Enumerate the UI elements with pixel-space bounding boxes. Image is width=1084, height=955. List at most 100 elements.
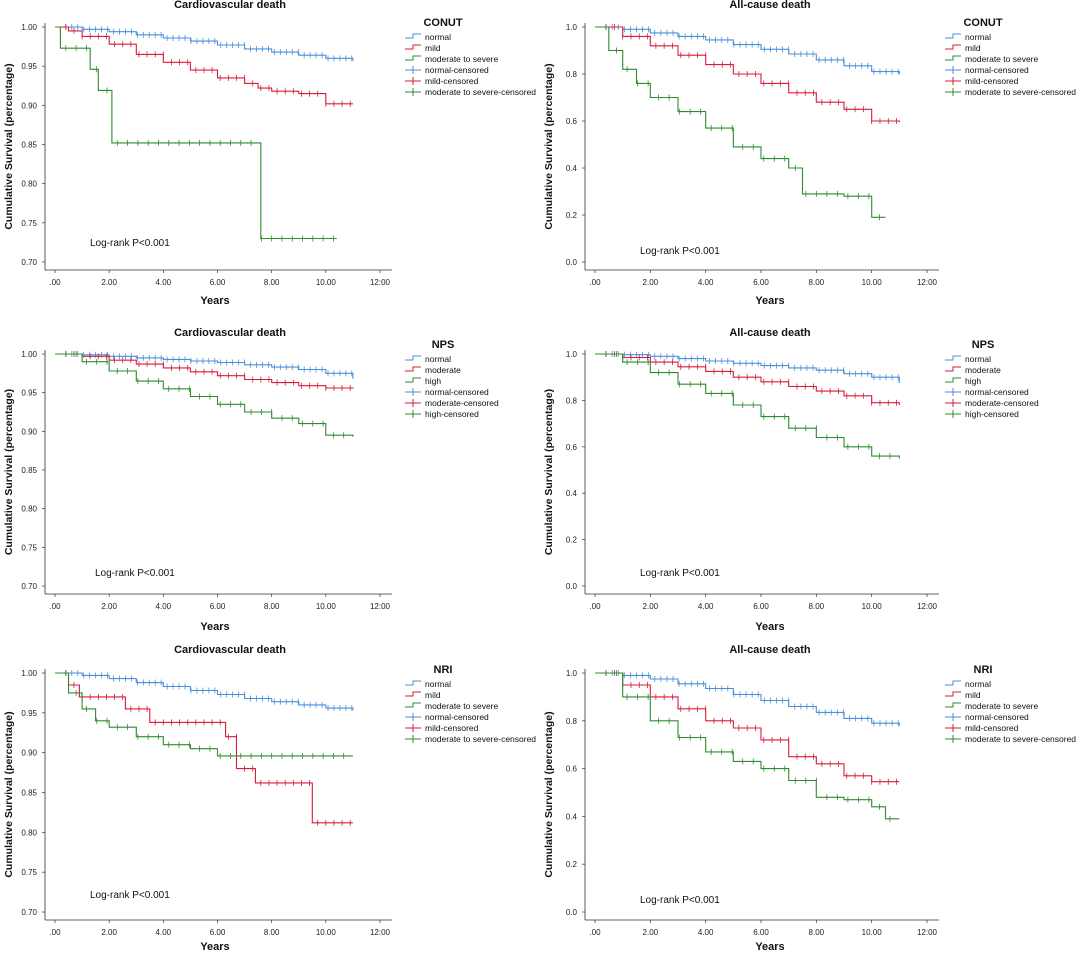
log-rank-annotation: Log-rank P<0.001 [640, 568, 720, 579]
legend-item-label: moderate-censored [965, 398, 1039, 408]
x-tick-label: 8.00 [809, 928, 825, 937]
series-moderate-to-severe-line [595, 26, 886, 218]
series-normal-censor-marks [65, 670, 353, 712]
series-high-line [55, 353, 354, 437]
legend-item-label: mild [425, 690, 441, 700]
x-tick-label: 10.00 [316, 928, 337, 937]
legend-item-label: moderate [965, 365, 1001, 375]
y-axis-label: Cumulative Survival (percentage) [543, 63, 555, 229]
x-tick-label: 6.00 [753, 928, 769, 937]
series-normal-line [55, 353, 354, 379]
legend-item-label: normal-censored [425, 387, 489, 397]
x-tick-label: 2.00 [101, 602, 117, 611]
legend-item-label: normal-censored [965, 387, 1029, 397]
y-tick-label: 0.6 [566, 117, 578, 126]
y-tick-label: 0.8 [566, 70, 578, 79]
legend-item-label: normal-censored [425, 65, 489, 75]
legend-title: NPS [432, 339, 455, 351]
x-tick-label: 4.00 [698, 928, 714, 937]
x-tick-label: 4.00 [156, 928, 172, 937]
legend-line-symbol [945, 680, 961, 686]
x-tick-label: 10.00 [862, 278, 883, 287]
y-axis-label: Cumulative Survival (percentage) [3, 711, 15, 877]
legend-item-label: moderate to severe [965, 54, 1039, 64]
chart-title: All-cause death [729, 644, 811, 656]
x-tick-label: 2.00 [101, 278, 117, 287]
series-high-censor-marks [605, 351, 891, 460]
series-mild-censor-marks [65, 24, 351, 107]
legend-item-label: moderate to severe [425, 701, 499, 711]
y-tick-label: 0.95 [21, 709, 37, 718]
series-mild-censor-marks [605, 24, 897, 124]
chart-panel-5: Cardiovascular death 0.70 0.75 0.80 0.85 0.90… [3, 644, 536, 953]
log-rank-annotation: Log-rank P<0.001 [95, 568, 175, 579]
y-tick-label: 0.2 [566, 860, 578, 869]
legend-title: NRI [434, 664, 453, 676]
series-moderate-to-severe-censor-marks [65, 45, 334, 242]
y-tick-label: 0.80 [21, 505, 37, 514]
chart-panel-2: All-cause death 0.0 0.2 0.4 0.6 0.8 1.0 .00 2.00… [543, 0, 1076, 307]
y-tick-label: 0.0 [566, 582, 578, 591]
series-moderate-to-severe-censor-marks [605, 24, 880, 221]
series-normal-censor-marks [605, 670, 899, 727]
legend-item-label: normal [425, 32, 451, 42]
legend-item-label: high-censored [425, 409, 479, 419]
series-high-censor-marks [65, 351, 345, 439]
legend-item-label: high [965, 376, 981, 386]
legend-item-label: normal [425, 679, 451, 689]
x-axis-label: Years [200, 941, 229, 953]
y-tick-label: 0.80 [21, 828, 37, 837]
y-tick-label: 0.70 [21, 908, 37, 917]
legend-item-label: normal-censored [965, 65, 1029, 75]
x-tick-label: .00 [49, 928, 61, 937]
x-tick-label: 4.00 [698, 278, 714, 287]
y-tick-label: 0.90 [21, 749, 37, 758]
chart-title: All-cause death [729, 0, 811, 11]
x-axis-label: Years [200, 295, 229, 307]
legend-item-label: mild-censored [965, 723, 1019, 733]
series-normal-line [55, 672, 354, 711]
y-axis-label: Cumulative Survival (percentage) [3, 389, 15, 555]
series-moderate-to-severe-line [55, 672, 353, 757]
legend-item-label: moderate to severe-censored [965, 734, 1076, 744]
legend-item-label: moderate to severe-censored [965, 87, 1076, 97]
log-rank-annotation: Log-rank P<0.001 [90, 238, 170, 249]
chart-title: Cardiovascular death [174, 0, 286, 11]
y-tick-label: 1.0 [566, 350, 578, 359]
y-tick-label: 0.70 [21, 582, 37, 591]
x-tick-label: 6.00 [210, 602, 226, 611]
series-mild-line [55, 672, 353, 824]
series-moderate-to-severe-line [55, 26, 337, 240]
legend-item-label: mild [425, 43, 441, 53]
y-tick-label: 1.00 [21, 350, 37, 359]
legend-line-symbol [405, 691, 421, 697]
legend-item-label: mild [965, 690, 981, 700]
x-tick-label: 10.00 [862, 928, 883, 937]
chart-title: Cardiovascular death [174, 327, 286, 339]
y-tick-label: 0.85 [21, 466, 37, 475]
chart-panel-6: All-cause death 0.0 0.2 0.4 0.6 0.8 1.0 .00 2.00… [543, 644, 1076, 953]
legend-title: CONUT [963, 17, 1002, 29]
chart-panel-4: All-cause death 0.0 0.2 0.4 0.6 0.8 1.0 .00 2.00… [543, 327, 1039, 633]
y-tick-label: 0.90 [21, 427, 37, 436]
x-tick-label: .00 [589, 278, 601, 287]
x-tick-label: 8.00 [809, 602, 825, 611]
y-tick-label: 0.4 [566, 164, 578, 173]
x-tick-label: 10.00 [316, 278, 337, 287]
y-tick-label: 0.75 [21, 543, 37, 552]
y-tick-label: 0.75 [21, 868, 37, 877]
series-normal-censor-marks [65, 351, 353, 377]
y-tick-label: 0.75 [21, 219, 37, 228]
legend-line-symbol [405, 44, 421, 50]
x-tick-label: 6.00 [753, 278, 769, 287]
legend-line-symbol [945, 702, 961, 708]
series-mild-censor-marks [605, 670, 897, 785]
legend-line-symbol [405, 680, 421, 686]
legend-line-symbol [405, 33, 421, 39]
y-tick-label: 1.00 [21, 23, 37, 32]
log-rank-annotation: Log-rank P<0.001 [90, 890, 170, 901]
x-tick-label: 8.00 [809, 278, 825, 287]
x-axis-label: Years [755, 295, 784, 307]
x-tick-label: 6.00 [753, 602, 769, 611]
x-tick-label: .00 [589, 928, 601, 937]
